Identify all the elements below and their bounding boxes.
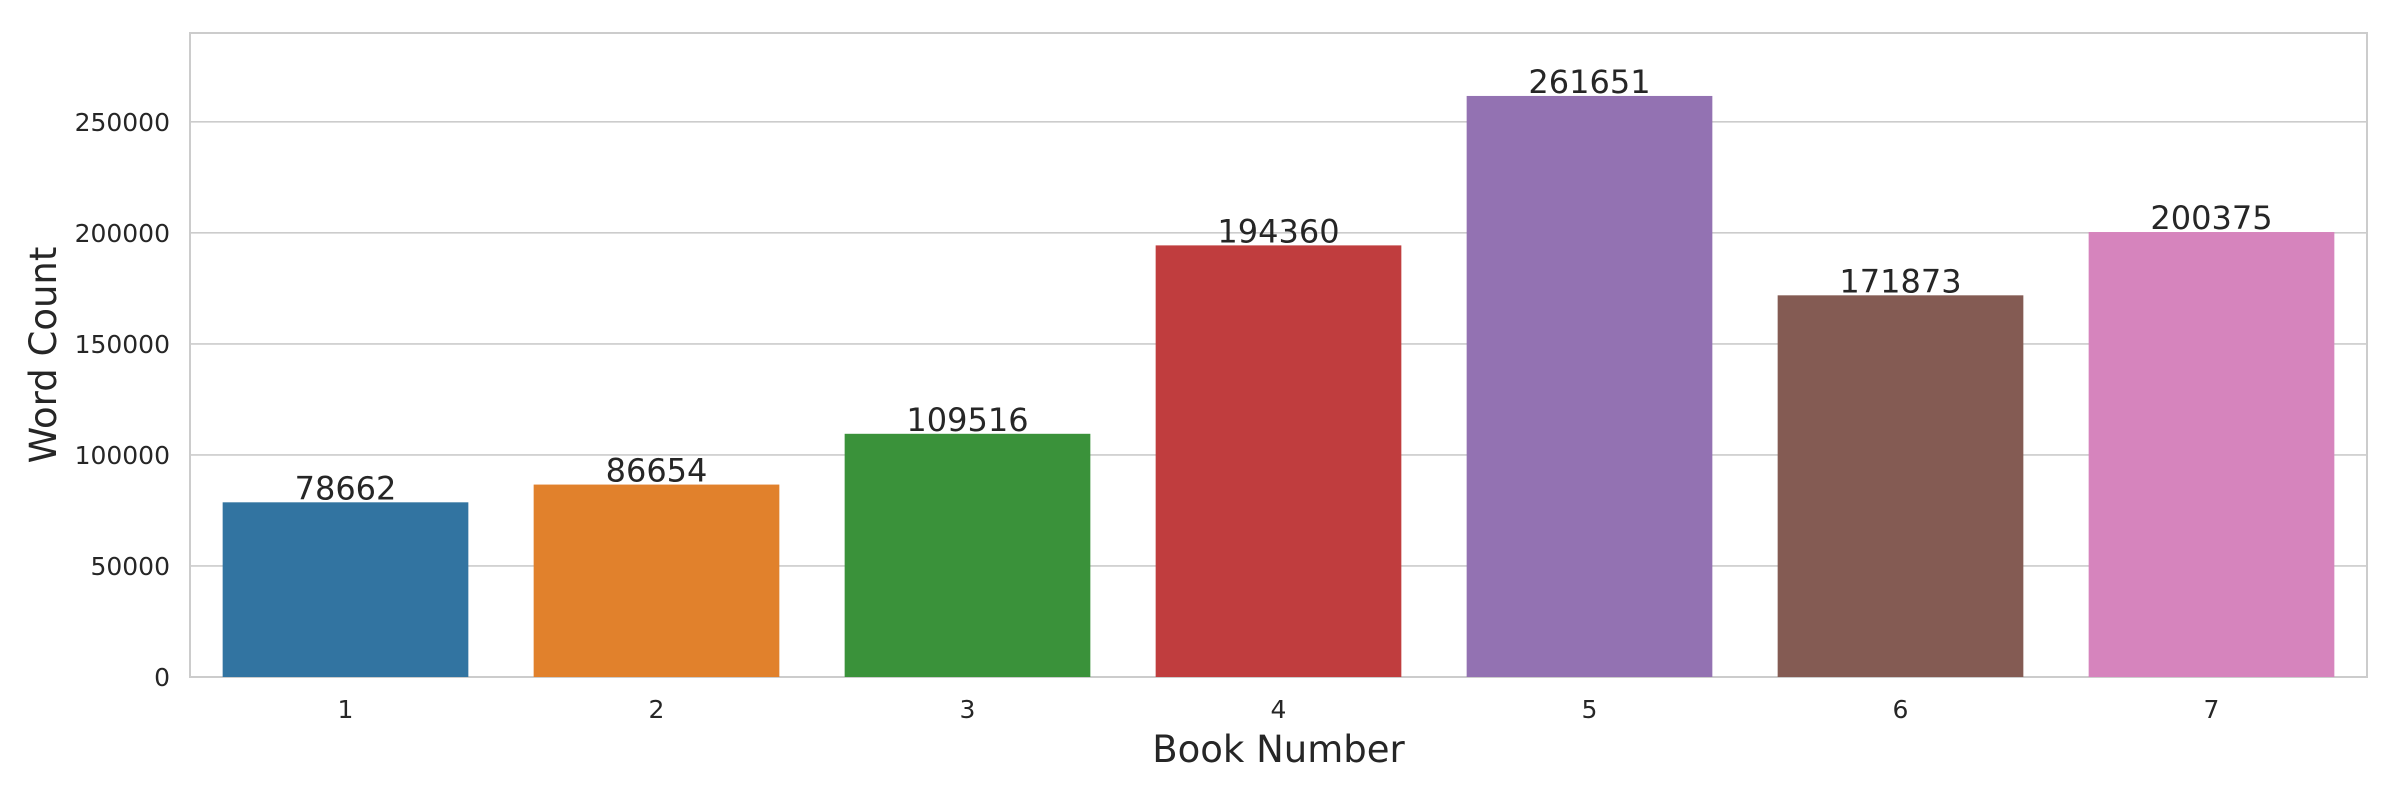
- y-axis-label: Word Count: [22, 247, 65, 464]
- x-tick-label: 2: [649, 695, 665, 724]
- data-label: 109516: [906, 401, 1028, 439]
- y-tick-label: 50000: [90, 552, 170, 581]
- y-tick-label: 150000: [75, 330, 170, 359]
- y-tick-label: 0: [154, 663, 170, 692]
- x-tick-label: 3: [960, 695, 976, 724]
- bar-book-5: [1466, 95, 1713, 677]
- x-axis-label: Book Number: [1152, 728, 1405, 771]
- bars: [222, 95, 2335, 678]
- y-tick-label: 250000: [75, 108, 170, 137]
- y-tick-label: 100000: [75, 441, 170, 470]
- data-label: 194360: [1217, 212, 1339, 250]
- bar-book-6: [1777, 295, 2024, 677]
- x-tick-label: 5: [1582, 695, 1598, 724]
- data-label: 171873: [1839, 262, 1961, 300]
- bar-book-7: [2088, 232, 2335, 678]
- data-labels: 78662 86654 109516 194360 261651 171873 200375: [295, 63, 2273, 507]
- bar-book-3: [844, 433, 1091, 677]
- bar-book-1: [222, 502, 469, 677]
- x-tick-label: 1: [338, 695, 354, 724]
- data-label: 200375: [2150, 199, 2272, 237]
- data-label: 86654: [606, 452, 708, 490]
- x-tick-label: 7: [2204, 695, 2220, 724]
- data-label: 261651: [1528, 63, 1650, 101]
- y-tick-label: 200000: [75, 219, 170, 248]
- y-axis-ticks: 0 50000 100000 150000 200000 250000: [75, 108, 170, 692]
- x-tick-label: 4: [1271, 695, 1287, 724]
- bar-book-2: [533, 484, 780, 677]
- bar-book-4: [1155, 245, 1402, 677]
- x-axis-ticks: 1 2 3 4 5 6 7: [338, 695, 2220, 724]
- x-tick-label: 6: [1893, 695, 1909, 724]
- data-label: 78662: [295, 469, 397, 507]
